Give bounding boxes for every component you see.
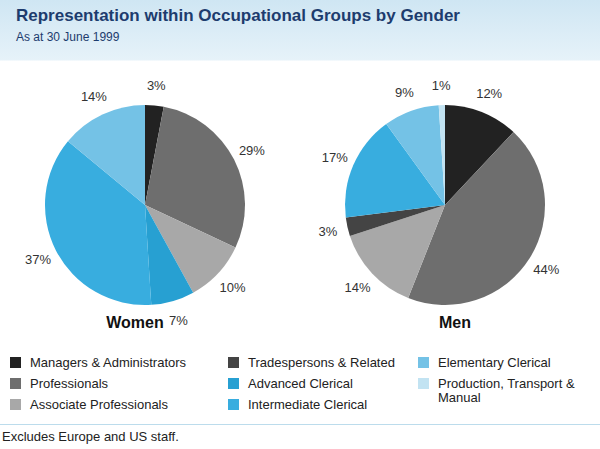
svg-text:3%: 3% bbox=[318, 224, 337, 239]
svg-text:14%: 14% bbox=[345, 280, 371, 295]
html-text:Professionals: Professionals bbox=[30, 376, 108, 391]
svg-text:17%: 17% bbox=[322, 150, 348, 165]
svg-text:7%: 7% bbox=[169, 313, 188, 328]
svg-text:44%: 44% bbox=[533, 262, 559, 277]
svg-text:3%: 3% bbox=[147, 78, 166, 93]
html-text:Excludes Europe and US staff.: Excludes Europe and US staff. bbox=[2, 429, 179, 444]
html-text:Managers & Administrators: Managers & Administrators bbox=[30, 355, 187, 370]
svg-text:9%: 9% bbox=[395, 85, 414, 100]
svg-text:1%: 1% bbox=[432, 78, 451, 93]
html-text:Tradespersons & Related: Tradespersons & Related bbox=[248, 355, 395, 370]
svg-text:37%: 37% bbox=[25, 252, 51, 267]
html-text:Women: Women bbox=[106, 314, 164, 331]
svg-text:14%: 14% bbox=[81, 89, 107, 104]
html-text:Production, Transport & Manual: Production, Transport & Manual bbox=[438, 376, 575, 405]
svg-text:10%: 10% bbox=[219, 280, 245, 295]
html-text:Advanced Clerical: Advanced Clerical bbox=[248, 376, 353, 391]
html-text:Representation within Occupati: Representation within Occupational Group… bbox=[16, 6, 460, 25]
html-text:Intermediate Clerical: Intermediate Clerical bbox=[248, 397, 368, 412]
svg-text:12%: 12% bbox=[476, 86, 502, 101]
html-text:As at 30 June 1999: As at 30 June 1999 bbox=[16, 30, 120, 44]
html-text:Associate Professionals: Associate Professionals bbox=[30, 397, 168, 412]
html-text:Men: Men bbox=[439, 314, 471, 331]
svg-text:29%: 29% bbox=[239, 143, 265, 158]
html-text:Elementary Clerical: Elementary Clerical bbox=[438, 355, 551, 370]
